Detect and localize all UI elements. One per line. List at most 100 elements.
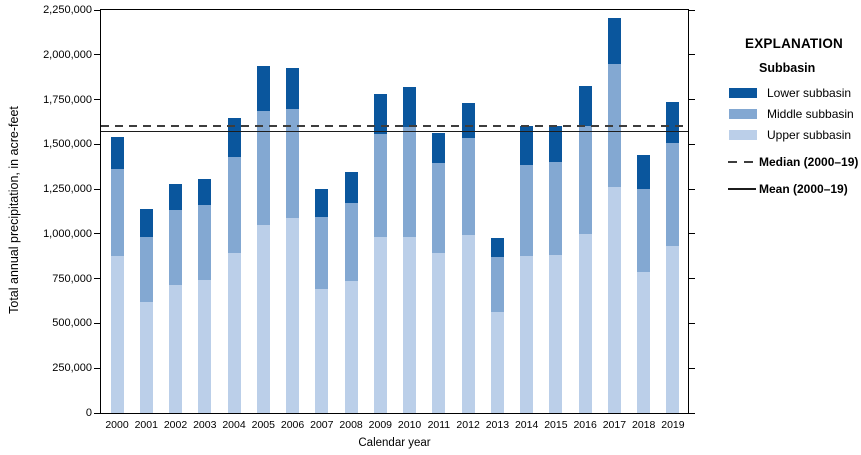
bar-segment [432,163,446,253]
bar-segment [198,279,212,413]
bar-segment [169,284,183,413]
bar-segment [344,281,358,413]
bar-segment [461,103,475,139]
y-tick [94,322,100,324]
y-tick [689,367,695,369]
bar-segment [315,189,329,217]
bar-segment [607,187,621,413]
bar-segment [169,209,183,285]
legend-item-mean: Mean (2000–19) [727,182,861,196]
bar-segment [403,237,417,413]
bar-segment [432,252,446,413]
x-tick-label: 2003 [193,419,217,431]
bar-segment [520,256,534,413]
bar-2008 [344,172,358,413]
y-tick-label: 1,000,000 [43,227,92,240]
y-tick [689,412,695,414]
bar-segment [403,127,417,238]
x-tick-label: 2014 [514,419,539,431]
legend-item-label: Upper subbasin [767,128,852,142]
bar-2000 [110,137,124,413]
x-tick-label: 2010 [397,419,422,431]
bar-2017 [607,18,621,413]
y-tick [689,54,695,56]
y-tick [94,54,100,56]
bar-2009 [373,94,387,413]
bar-2004 [227,117,241,413]
x-tick-label: 2011 [427,419,451,431]
bar-2010 [403,87,417,413]
x-tick-label: 2008 [339,419,363,431]
median-reference-line [101,125,688,128]
bar-segment [227,117,241,157]
x-tick-label: 2019 [661,419,685,431]
y-tick [94,9,100,11]
bar-segment [110,169,124,257]
legend-title: EXPLANATION [745,36,843,51]
bar-2014 [520,126,534,413]
upper-subbasin-swatch-icon [729,130,757,140]
y-tick-label: 0 [85,407,92,419]
bar-segment [344,202,358,282]
bar-segment [520,126,534,165]
y-tick [689,99,695,101]
bar-segment [520,164,534,257]
bar-2019 [666,102,680,413]
plot-area: 0 250,000 500,000 750,000 1,000,000 1,250,000… [43,4,695,431]
mean-reference-line [101,130,688,133]
bar-segment [139,208,153,237]
bar-segment [490,257,504,312]
x-tick-label: 2000 [105,419,129,431]
bar-2007 [315,189,329,413]
legend-subtitle: Subbasin [759,61,816,75]
bar-segment [578,233,592,413]
bar-2016 [578,86,592,413]
bar-segment [315,289,329,413]
x-tick-label: 2013 [485,419,510,431]
bar-segment [256,111,270,225]
legend-median-label: Median (2000–19) [759,155,859,169]
bar-segment [373,236,387,413]
bar-2006 [286,68,300,413]
bar-segment [315,216,329,290]
bar-2001 [139,208,153,413]
middle-subbasin-swatch-icon [729,109,757,119]
bar-segment [139,236,153,302]
bar-segment [490,311,504,413]
lower-subbasin-swatch-icon [729,88,757,98]
bar-segment [169,183,183,210]
bar-segment [373,133,387,237]
median-dashed-line-icon [728,161,756,163]
bar-segment [549,162,563,255]
bar-segment [227,252,241,413]
bar-segment [578,126,592,234]
bar-segment [256,66,270,112]
x-tick-label: 2005 [251,419,275,431]
y-tick [94,367,100,369]
y-tick [94,278,100,280]
y-tick [94,99,100,101]
bar-segment [637,155,651,190]
y-tick-label: 2,250,000 [43,4,92,16]
bar-segment [461,234,475,413]
x-tick-label: 2012 [456,419,480,431]
y-tick [689,9,695,11]
y-tick-label: 1,750,000 [43,93,92,106]
bar-segment [666,143,680,247]
y-tick [689,322,695,324]
bar-segment [373,94,387,134]
y-tick [94,233,100,235]
bar-segment [198,179,212,206]
bar-segment [637,272,651,413]
legend-item-label: Middle subbasin [767,107,854,121]
bar-segment [403,87,417,128]
bar-2013 [490,238,504,413]
bar-2002 [169,183,183,413]
bar-segment [110,256,124,413]
bar-segment [139,301,153,413]
x-tick-label: 2009 [368,419,392,431]
bar-segment [256,224,270,413]
y-tick-label: 1,500,000 [43,138,92,151]
y-tick-label: 750,000 [52,272,92,285]
